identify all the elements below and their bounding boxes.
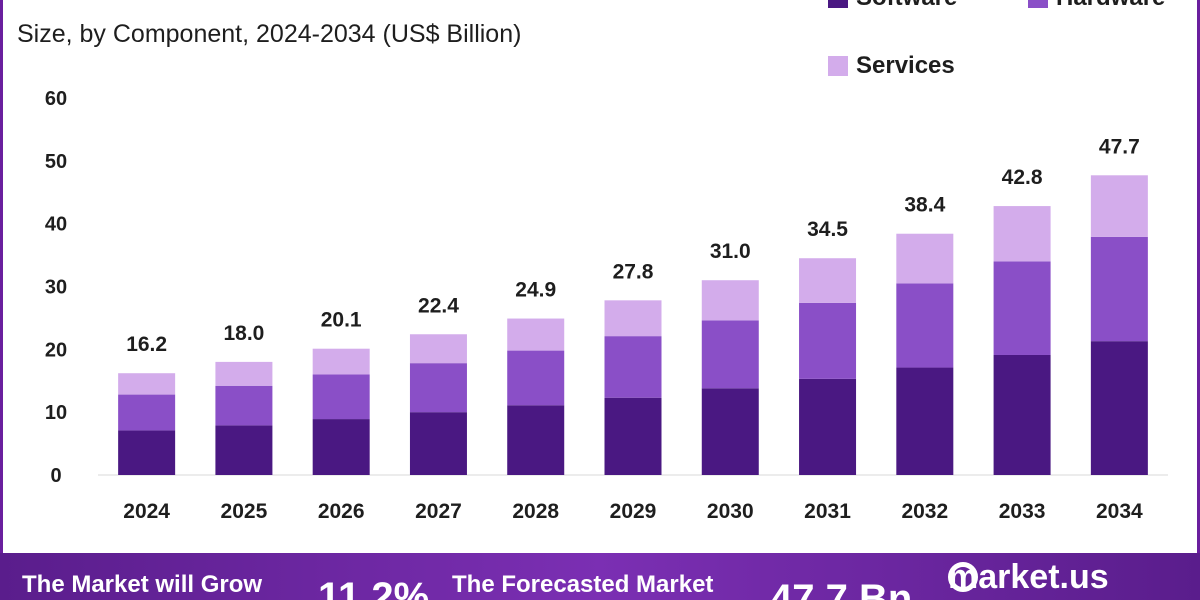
bar-services-2030 (701, 280, 759, 321)
y-tick-label: 40 (45, 214, 67, 236)
x-tick-label: 2029 (610, 500, 657, 523)
footer-banner: The Market will Grow 11.2% The Forecaste… (0, 553, 1200, 600)
bar-hardware-2026 (312, 374, 370, 420)
bar-software-2029 (604, 397, 662, 475)
x-tick-label: 2024 (123, 500, 170, 523)
bar-total-label: 16.2 (126, 333, 167, 356)
legend-hardware: Hardware (1028, 0, 1165, 12)
bar-services-2033 (993, 206, 1051, 262)
x-tick-label: 2034 (1096, 500, 1143, 523)
bar-total-label: 38.4 (904, 194, 945, 217)
bar-hardware-2028 (507, 350, 565, 406)
stacked-bar-chart: 010203040506016.2202418.0202520.1202622.… (45, 88, 1168, 523)
bar-services-2024 (118, 373, 176, 395)
bar-hardware-2033 (993, 261, 1051, 355)
bar-services-2026 (312, 348, 370, 375)
x-tick-label: 2030 (707, 500, 754, 523)
bar-software-2032 (896, 367, 954, 475)
chart-subtitle: Size, by Component, 2024-2034 (US$ Billi… (17, 20, 522, 48)
bar-software-2028 (507, 405, 565, 475)
legend-software-label: Software (856, 0, 957, 12)
bar-total-label: 42.8 (1002, 166, 1043, 189)
bar-software-2025 (215, 425, 273, 475)
y-tick-label: 20 (45, 339, 67, 361)
bar-total-label: 18.0 (223, 322, 264, 345)
bar-software-2034 (1090, 341, 1148, 475)
legend-services-swatch (828, 56, 848, 76)
y-tick-label: 0 (50, 465, 61, 487)
bar-hardware-2032 (896, 283, 954, 368)
bar-services-2028 (507, 318, 565, 351)
bar-hardware-2031 (799, 302, 857, 379)
legend-services-label: Services (856, 52, 955, 79)
x-tick-label: 2031 (804, 500, 851, 523)
bar-hardware-2034 (1090, 236, 1148, 342)
bar-services-2029 (604, 300, 662, 337)
x-tick-label: 2026 (318, 500, 365, 523)
y-tick-label: 60 (45, 88, 67, 110)
footer-grow-text: The Market will Grow (22, 571, 263, 598)
x-tick-label: 2028 (512, 500, 559, 523)
bar-software-2030 (701, 388, 759, 475)
footer-cagr: 11.2% (318, 575, 430, 600)
footer-logo-text: market.us (948, 557, 1109, 596)
bar-total-label: 24.9 (515, 279, 556, 302)
x-tick-label: 2027 (415, 500, 462, 523)
x-tick-label: 2032 (901, 500, 948, 523)
footer-forecast-value: 47.7 Bn (770, 577, 913, 600)
bar-services-2031 (799, 258, 857, 303)
x-tick-label: 2025 (221, 500, 268, 523)
legend-hardware-swatch (1028, 0, 1048, 8)
bar-services-2027 (409, 334, 467, 364)
bar-hardware-2030 (701, 320, 759, 389)
bar-services-2034 (1090, 175, 1148, 237)
bar-software-2026 (312, 419, 370, 475)
bar-services-2032 (896, 233, 954, 284)
y-tick-label: 50 (45, 151, 67, 173)
footer-forecast-text: The Forecasted Market (452, 571, 714, 598)
bar-total-label: 31.0 (710, 240, 751, 263)
legend-software: Software (828, 0, 957, 12)
legend-services: Services (828, 52, 955, 80)
bar-hardware-2029 (604, 336, 662, 398)
y-tick-label: 10 (45, 402, 67, 424)
bar-software-2031 (799, 378, 857, 475)
legend-software-swatch (828, 0, 848, 8)
bar-software-2033 (993, 354, 1051, 475)
bar-hardware-2024 (118, 394, 176, 431)
bar-hardware-2025 (215, 385, 273, 426)
legend-hardware-label: Hardware (1056, 0, 1165, 12)
bar-software-2027 (409, 412, 467, 475)
bar-services-2025 (215, 361, 273, 386)
bar-software-2024 (118, 430, 176, 475)
bar-hardware-2027 (409, 363, 467, 413)
bar-total-label: 22.4 (418, 294, 459, 317)
y-tick-label: 30 (45, 277, 67, 299)
market-us-logo-icon (948, 562, 978, 592)
x-tick-label: 2033 (999, 500, 1046, 523)
bar-total-label: 20.1 (321, 309, 362, 332)
bar-total-label: 47.7 (1099, 135, 1140, 158)
bar-total-label: 34.5 (807, 218, 848, 241)
bar-total-label: 27.8 (613, 260, 654, 283)
